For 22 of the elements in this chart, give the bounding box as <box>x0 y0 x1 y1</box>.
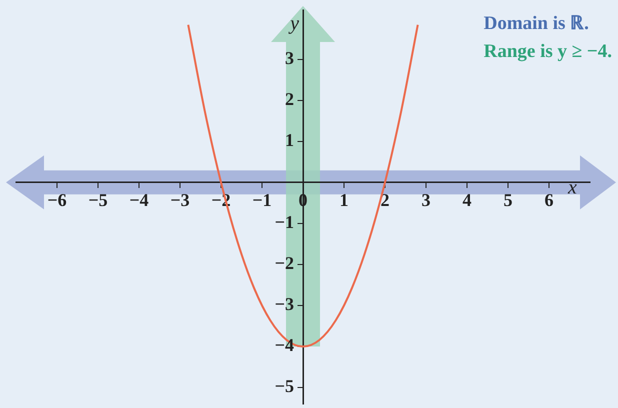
y-axis-title: y <box>288 12 300 34</box>
x-tick-label: −4 <box>129 190 149 210</box>
x-tick-label: 5 <box>504 190 512 210</box>
y-tick-label: 2 <box>285 88 294 109</box>
x-axis-title: x <box>567 176 577 199</box>
y-tick-label: −3 <box>274 294 294 314</box>
x-tick-label: 1 <box>340 190 348 210</box>
annotation: Domain is ℝ. <box>484 12 590 36</box>
x-tick-label: −6 <box>47 190 67 210</box>
x-tick-label: 4 <box>462 190 472 210</box>
y-tick-label: −1 <box>274 212 294 232</box>
x-tick-label: 3 <box>422 190 430 210</box>
x-tick-label: −3 <box>170 190 190 210</box>
y-tick-label: 3 <box>285 48 294 68</box>
y-tick-label: −2 <box>274 253 294 274</box>
x-tick-label: −5 <box>88 190 108 210</box>
annotation: Range is y ≥ −4. <box>484 40 612 64</box>
y-tick-label: 1 <box>285 130 294 150</box>
y-tick-label: −5 <box>274 376 294 396</box>
x-tick-label: −1 <box>252 190 272 210</box>
x-tick-label: 6 <box>544 190 554 210</box>
y-tick-label: −4 <box>274 335 294 356</box>
